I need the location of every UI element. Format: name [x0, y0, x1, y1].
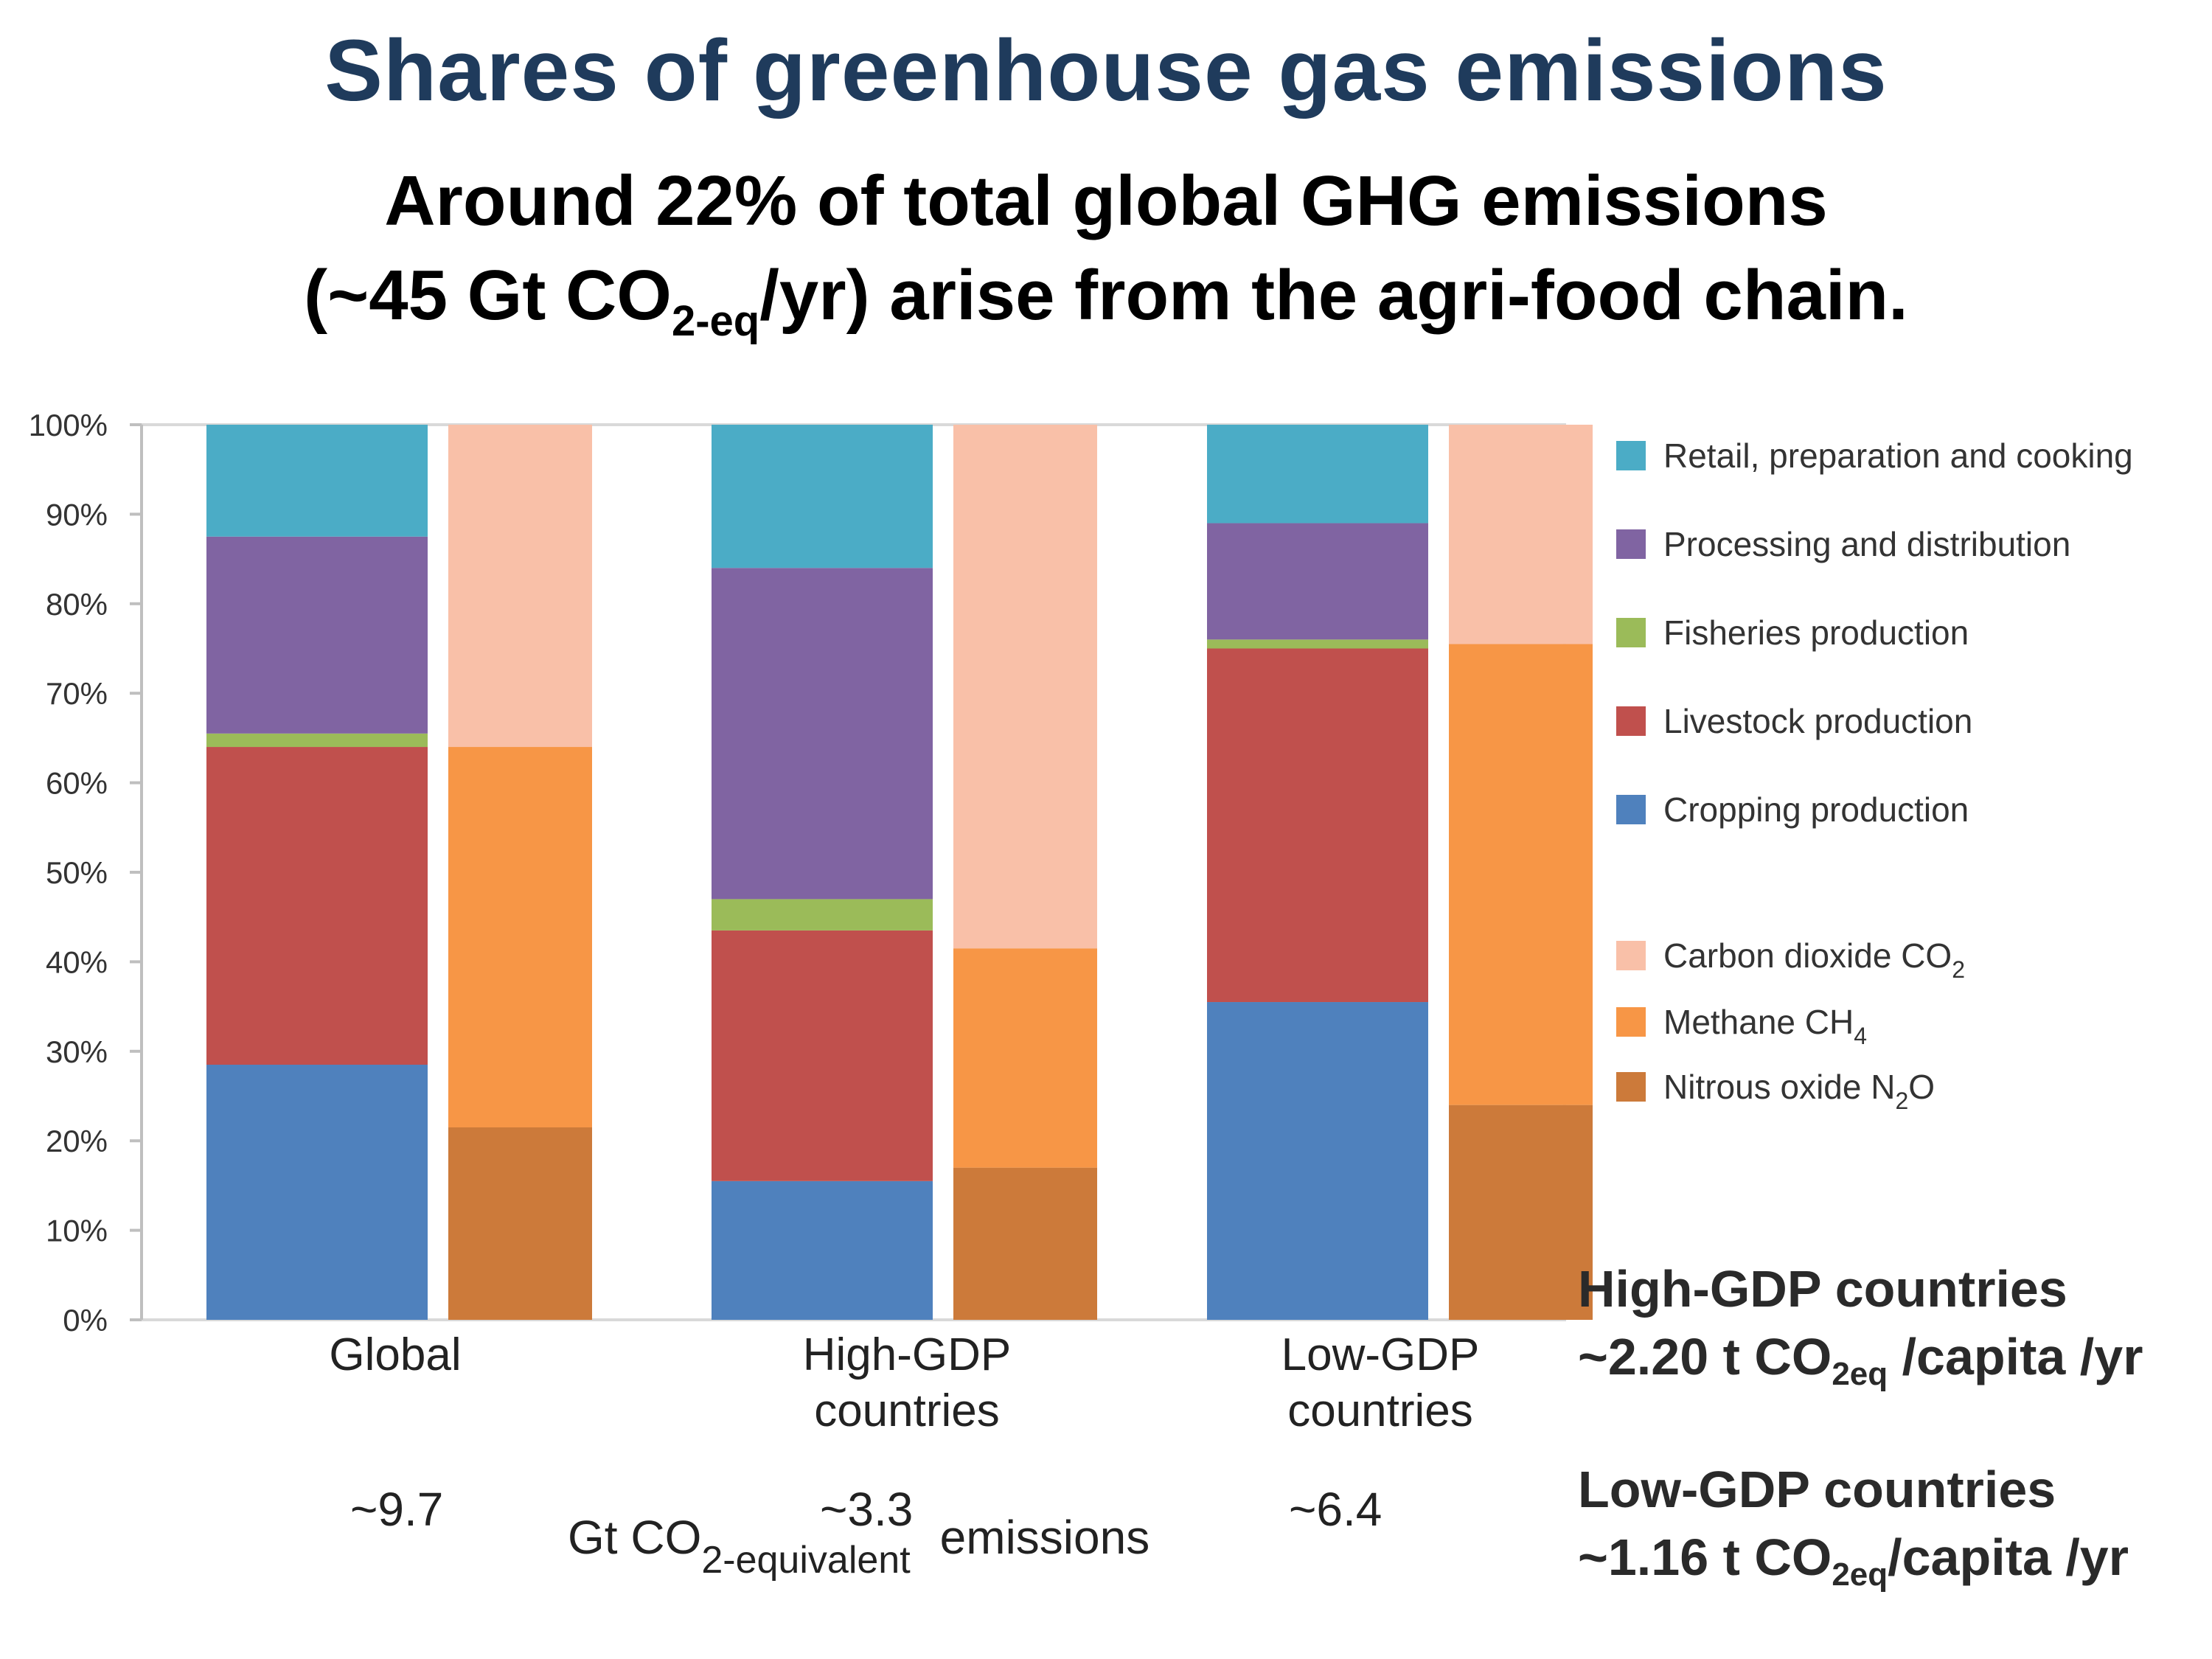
y-tick-label: 60%: [46, 766, 108, 801]
subtitle-line-2-sub: 2-eq: [671, 297, 760, 345]
stage-bar-segment-cropping-production: [1207, 1002, 1428, 1320]
slide-title: Shares of greenhouse gas emissions: [324, 22, 1888, 119]
stage-bar-segment-livestock-production: [206, 747, 428, 1065]
gas-bar-segment-carbon-dioxide-co2: [953, 425, 1097, 949]
low-gdp-per-capita-title: Low-GDP countries: [1578, 1461, 2056, 1518]
stage-bar-segment-processing-and-distribution: [206, 536, 428, 734]
high-gdp-per-capita-value: ~2.20 t CO2eq /capita /yr: [1578, 1327, 2143, 1393]
stage-bar-segment-processing-and-distribution: [1207, 523, 1428, 640]
stage-bar-segment-retail-preparation-and-cooking: [1207, 425, 1428, 524]
category-label-line: countries: [1287, 1385, 1473, 1436]
y-axis: 0% 10% 20% 30% 40% 50% 60% 70% 80% 90% 100%: [29, 408, 143, 1338]
high-gdp-per-capita-title: High-GDP countries: [1578, 1260, 2067, 1318]
stage-bar-segment-retail-preparation-and-cooking: [206, 425, 428, 537]
stage-bar-segment-cropping-production: [206, 1065, 428, 1320]
high-gdp-value-post: /capita /yr: [1888, 1328, 2143, 1385]
total-emissions-value: ~6.4: [1289, 1483, 1382, 1536]
legend-label: Fisheries production: [1663, 613, 1969, 652]
stage-bar-segment-processing-and-distribution: [712, 568, 933, 900]
legend-swatch: [1616, 529, 1646, 559]
legend-swatch: [1616, 706, 1646, 736]
legend-label: Carbon dioxide CO2: [1663, 936, 1965, 983]
gas-bar-segment-nitrous-oxide-n2o: [953, 1167, 1097, 1320]
category-label: High-GDP countries: [723, 1327, 1091, 1439]
category-label: Low-GDP countries: [1196, 1327, 1565, 1439]
stage-bar-segment-livestock-production: [712, 930, 933, 1181]
subtitle-line-2-post: /yr) arise from the agri-food chain.: [759, 256, 1908, 335]
y-tick-label: 90%: [46, 497, 108, 532]
legend-swatch: [1616, 941, 1646, 970]
legend: Retail, preparation and cooking Processin…: [1616, 437, 2133, 1114]
y-tick-label: 30%: [46, 1034, 108, 1069]
y-tick-label: 50%: [46, 855, 108, 890]
subtitle-line-2: (~45 Gt CO2-eq/yr) arise from the agri-f…: [0, 255, 2212, 346]
legend-label: Cropping production: [1663, 790, 1969, 829]
subtitle-line-2-pre: (~45 Gt CO: [304, 256, 672, 335]
gas-bar-segment-carbon-dioxide-co2: [1449, 425, 1593, 644]
low-gdp-value-post: /capita /yr: [1888, 1528, 2129, 1586]
category-label-line: Low-GDP: [1281, 1329, 1480, 1380]
totals-unit-label: Gt CO2-equivalent emissions: [568, 1510, 1150, 1582]
total-emissions-value: ~9.7: [350, 1483, 444, 1536]
y-tick-label: 100%: [29, 408, 108, 442]
y-tick-label: 40%: [46, 945, 108, 979]
legend-swatch: [1616, 618, 1646, 647]
stage-bar-segment-fisheries-production: [712, 899, 933, 931]
total-emissions-value: ~3.3: [820, 1483, 914, 1536]
legend-label: Methane CH4: [1663, 1003, 1867, 1049]
legend-swatch: [1616, 441, 1646, 470]
low-gdp-value-pre: ~1.16 t CO: [1578, 1528, 1832, 1586]
legend-swatch: [1616, 1007, 1646, 1037]
category-label-line: Global: [329, 1329, 462, 1380]
y-tick-label: 70%: [46, 676, 108, 711]
legend-swatch: [1616, 1072, 1646, 1102]
stage-bar-segment-cropping-production: [712, 1180, 933, 1320]
high-gdp-value-pre: ~2.20 t CO: [1578, 1328, 1832, 1385]
y-tick-label: 0%: [63, 1303, 108, 1338]
low-gdp-value-sub: 2eq: [1832, 1557, 1888, 1593]
y-tick-label: 80%: [46, 587, 108, 622]
stage-bar-segment-retail-preparation-and-cooking: [712, 425, 933, 568]
legend-label: Processing and distribution: [1663, 525, 2070, 563]
stage-bar-segment-fisheries-production: [1207, 639, 1428, 649]
y-tick-label: 20%: [46, 1124, 108, 1158]
legend-swatch: [1616, 795, 1646, 824]
gas-bar-segment-nitrous-oxide-n2o: [1449, 1105, 1593, 1320]
y-tick-label: 10%: [46, 1214, 108, 1248]
stacked-bar-chart: 0% 10% 20% 30% 40% 50% 60% 70% 80% 90% 100% Retail…: [29, 408, 2133, 1338]
totals-unit-sub: 2-equivalent: [701, 1539, 911, 1582]
subtitle-line-1: Around 22% of total global GHG emissions: [384, 161, 1828, 240]
bars-layer: [206, 425, 1593, 1320]
totals-unit-post: emissions: [939, 1511, 1150, 1564]
totals-unit-pre: Gt CO: [568, 1511, 702, 1564]
gas-bar-segment-carbon-dioxide-co2: [448, 425, 592, 748]
category-label-line: High-GDP: [802, 1329, 1012, 1380]
category-label-line: countries: [814, 1385, 1000, 1436]
legend-label: Nitrous oxide N2O: [1663, 1068, 1935, 1114]
gas-bar-segment-methane-ch4: [1449, 644, 1593, 1105]
gas-bar-segment-methane-ch4: [448, 747, 592, 1127]
legend-label: Retail, preparation and cooking: [1663, 437, 2133, 475]
stage-bar-segment-fisheries-production: [206, 733, 428, 748]
low-gdp-per-capita-value: ~1.16 t CO2eq/capita /yr: [1578, 1528, 2129, 1593]
category-label: Global: [211, 1327, 580, 1383]
stage-bar-segment-livestock-production: [1207, 648, 1428, 1003]
legend-label: Livestock production: [1663, 702, 1972, 740]
high-gdp-value-sub: 2eq: [1832, 1356, 1888, 1392]
gas-bar-segment-nitrous-oxide-n2o: [448, 1127, 592, 1320]
gas-bar-segment-methane-ch4: [953, 948, 1097, 1168]
